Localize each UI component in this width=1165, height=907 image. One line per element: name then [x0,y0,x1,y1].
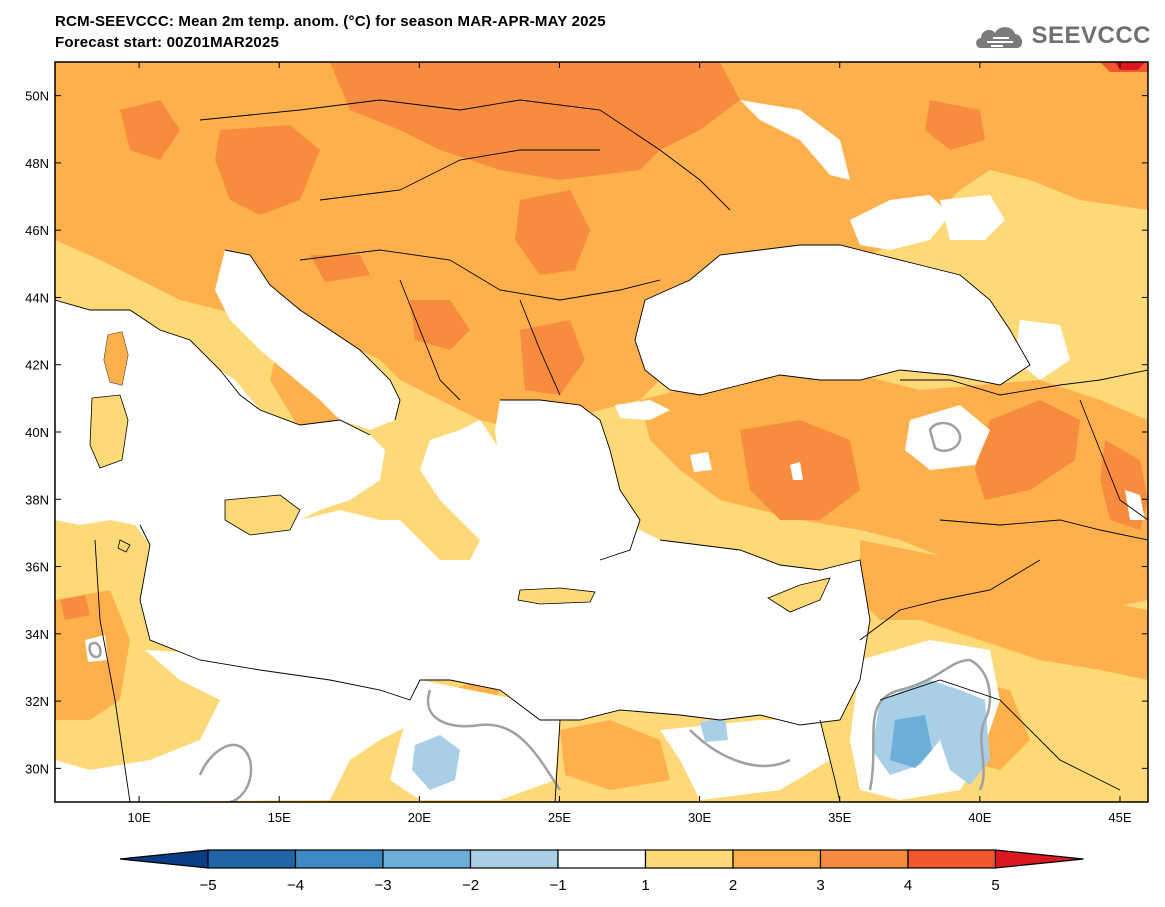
grey-contours [88,421,992,802]
colorbar-label: 4 [904,877,912,894]
colorbar-bin [819,849,909,869]
colorbar-high-extension [994,849,1084,869]
borders-coastlines [55,99,1148,802]
colorbar-bin [382,849,472,869]
colorbar-bin [732,849,822,869]
lon-tick-label: 45E [1108,810,1131,825]
lat-tick-label: 38N [25,492,49,507]
colorbar-label: −3 [374,877,391,894]
lat-tick-label: 34N [25,627,49,642]
lon-tick-label: 15E [268,810,291,825]
colorbar-label: 3 [816,877,824,894]
logo-text: SEEVCCC [1031,22,1151,49]
lat-tick-label: 48N [25,156,49,171]
map-title: RCM-SEEVCCC: Mean 2m temp. anom. (°C) fo… [55,13,606,30]
negative-anomaly-regions [412,680,990,790]
colorbar-label: −1 [549,877,566,894]
corsica-island [104,332,128,385]
colorbar-bin [557,849,647,869]
colorbar: −5 −4 −3 −2 −1 1 2 3 4 5 [119,849,1084,894]
lon-tick-label: 30E [688,810,711,825]
colorbar-label: −2 [462,877,479,894]
colorbar-label: 2 [729,877,737,894]
latitude-axis: 30N 32N 34N 36N 38N 40N 42N 44N 46N 48N 50N [25,89,1148,776]
colorbar-label: 5 [991,877,999,894]
colorbar-bin [907,849,997,869]
lon-tick-label: 10E [128,810,151,825]
seevccc-logo: SEEVCCC [973,20,1151,52]
islands [89,331,831,613]
lon-tick-label: 40E [968,810,991,825]
lon-tick-label: 35E [828,810,851,825]
colorbar-label: −5 [199,877,216,894]
longitude-axis: 10E 15E 20E 25E 30E 35E 40E 45E [128,62,1132,825]
sea-regions [55,195,1030,725]
lon-tick-label: 25E [548,810,571,825]
lon-tick-label: 20E [408,810,431,825]
anomaly-gt5-region [1115,62,1145,70]
colorbar-label: −4 [287,877,304,894]
lat-tick-label: 40N [25,425,49,440]
colorbar-low-extension [119,849,209,869]
colorbar-bin [469,849,559,869]
lat-tick-label: 44N [25,290,49,305]
lat-tick-label: 36N [25,560,49,575]
colorbar-bin [207,849,297,869]
lat-tick-label: 50N [25,89,49,104]
lat-tick-label: 46N [25,223,49,238]
colorbar-bin [644,849,734,869]
colorbar-label: 1 [641,877,649,894]
forecast-start-label: Forecast start: 00Z01MAR2025 [55,34,280,51]
lat-tick-label: 32N [25,694,49,709]
lat-tick-label: 30N [25,761,49,776]
lat-tick-label: 42N [25,358,49,373]
map-area [55,62,1148,802]
anomaly-3-4-regions [60,62,1148,620]
cloud-logo-icon [976,27,1023,48]
colorbar-bin [294,849,384,869]
